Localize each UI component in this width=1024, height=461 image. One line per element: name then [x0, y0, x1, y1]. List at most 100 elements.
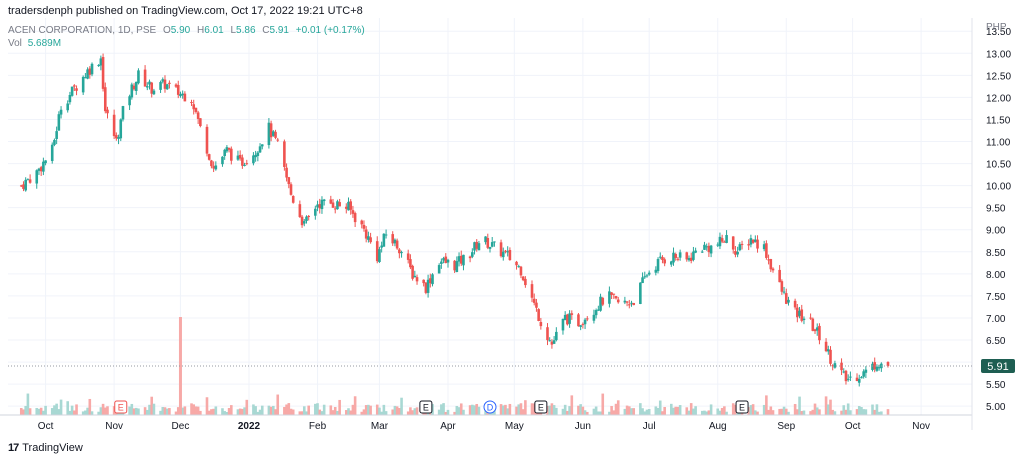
candle-body	[793, 300, 797, 308]
candle-body	[307, 216, 310, 218]
volume-bar	[223, 411, 226, 415]
volume-bar	[322, 404, 326, 415]
candle-body	[877, 367, 881, 369]
volume-bar	[826, 404, 830, 415]
volume-bar	[457, 407, 461, 415]
candle-body	[305, 216, 308, 222]
volume-bar	[174, 411, 178, 415]
candle-body	[260, 144, 264, 147]
candle-body	[367, 236, 370, 240]
candle-body	[493, 241, 496, 243]
candle-body	[252, 155, 255, 164]
volume-bar	[709, 404, 713, 415]
candle-body	[168, 82, 171, 84]
candle-body	[846, 378, 850, 380]
volume-bar	[362, 409, 366, 415]
volume-bar	[455, 405, 459, 415]
candle-body	[700, 251, 704, 253]
candle-body	[594, 310, 598, 316]
candle-body	[583, 319, 587, 325]
candle-body	[811, 318, 815, 331]
candle-body	[70, 86, 74, 96]
candle-body	[314, 208, 317, 216]
candle-body	[630, 302, 633, 304]
candle-body	[508, 249, 512, 261]
y-tick-label: 11.00	[986, 138, 1011, 149]
candle-body	[429, 278, 432, 284]
candle-body	[329, 199, 333, 204]
volume-bar	[302, 406, 306, 415]
volume-bar	[285, 404, 288, 415]
volume-bar	[152, 403, 156, 415]
volume-bar	[230, 405, 233, 415]
volume-bar	[700, 410, 704, 415]
x-tick-label: Nov	[912, 421, 930, 432]
candle-body	[871, 363, 874, 370]
volume-bar	[798, 396, 801, 415]
candle-body	[740, 243, 744, 245]
volume-bar	[413, 408, 417, 415]
volume-bar	[276, 394, 280, 415]
volume-bar	[570, 395, 574, 415]
candle-body	[88, 68, 92, 75]
candle-body	[137, 70, 140, 84]
candle-body	[612, 293, 616, 295]
tradingview-logo[interactable]: 17 TradingView	[8, 442, 83, 454]
volume-bar	[765, 395, 768, 415]
volume-bar	[842, 405, 846, 415]
candle-body	[422, 279, 425, 284]
volume-bar	[130, 403, 134, 415]
candle-body	[115, 135, 118, 139]
candle-body	[477, 243, 481, 251]
candle-body	[585, 318, 589, 320]
volume-bar	[627, 406, 631, 415]
candle-body	[539, 322, 543, 327]
volume-bar	[864, 409, 868, 415]
candle-body	[676, 258, 680, 260]
candle-body	[723, 241, 726, 243]
candle-body	[475, 241, 479, 249]
candle-body	[112, 114, 116, 137]
candle-body	[254, 154, 257, 158]
volume-bar	[703, 410, 706, 415]
volume-bar	[561, 408, 565, 415]
candle-body	[577, 314, 580, 327]
volume-bar	[685, 407, 689, 415]
candle-body	[462, 254, 465, 266]
volume-bar	[194, 406, 198, 415]
volume-bar	[241, 408, 244, 415]
candle-body	[833, 363, 837, 368]
candle-body	[663, 259, 666, 264]
candle-body	[736, 251, 739, 255]
candle-body	[499, 242, 503, 257]
candle-body	[446, 259, 450, 263]
candle-body	[391, 234, 395, 244]
volume-bar	[42, 410, 45, 415]
candle-body	[194, 107, 198, 112]
candle-body	[566, 314, 569, 325]
candle-body	[685, 252, 689, 260]
volume-bar	[877, 411, 881, 415]
x-tick-label: Nov	[105, 421, 123, 432]
candle-body	[457, 256, 461, 262]
earnings-marker	[419, 400, 433, 414]
volume-bar	[597, 411, 600, 415]
candle-body	[393, 239, 397, 244]
x-tick-label: Oct	[845, 421, 861, 432]
candle-body	[780, 281, 784, 292]
candle-body	[599, 296, 602, 311]
volume-bar	[754, 410, 757, 415]
volume-bar	[205, 397, 209, 415]
volume-bar	[475, 403, 479, 415]
candle-body	[398, 249, 401, 254]
candle-body	[784, 293, 788, 304]
volume-bar	[751, 404, 755, 415]
volume-bar	[608, 411, 611, 415]
volume-bar	[796, 409, 799, 415]
volume-bar	[707, 410, 711, 415]
volume-bar	[756, 411, 759, 415]
candle-body	[490, 242, 494, 247]
candlesticks	[19, 53, 890, 387]
volume-bar	[517, 404, 521, 415]
